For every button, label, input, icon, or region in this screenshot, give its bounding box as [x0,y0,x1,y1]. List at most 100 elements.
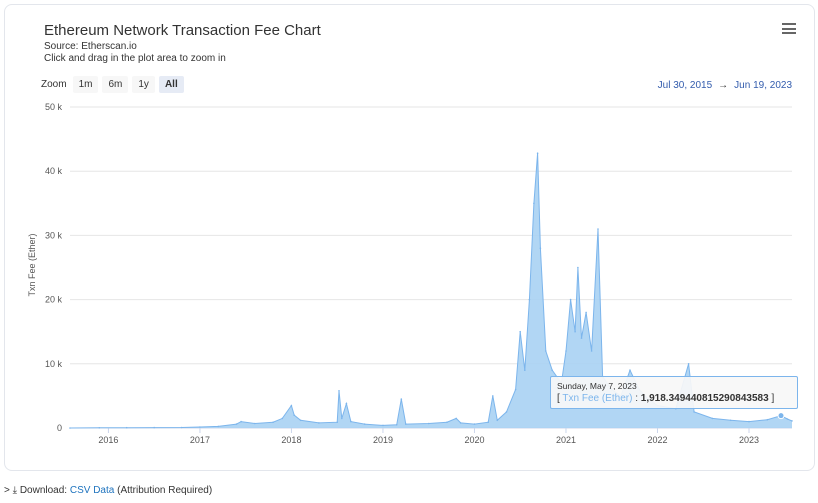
data-point [336,421,339,424]
data-point [446,421,448,424]
hover-point-marker [777,412,785,420]
zoom-label: Zoom [41,79,67,90]
date-range: Jul 30, 2015 → Jun 19, 2023 [658,80,792,91]
range-from-input[interactable]: Jul 30, 2015 [657,80,713,91]
download-prefix: > ⤓ Download: [4,485,68,496]
data-point [240,420,242,423]
data-point [528,298,531,301]
data-point [254,422,256,425]
data-point [536,152,539,154]
data-point [459,422,462,424]
data-point [125,426,128,429]
data-point [565,350,567,352]
data-point [629,369,631,372]
data-point [693,411,695,413]
data-point [290,404,293,407]
data-point [405,423,407,425]
data-point [580,337,583,339]
data-point [533,202,535,205]
data-point [455,417,458,420]
data-point [350,420,352,423]
data-point [545,350,547,352]
data-point [711,417,714,420]
attribution-text: (Attribution Required) [117,485,213,496]
y-tick-label: 0 [57,423,62,433]
data-point [551,369,553,372]
csv-data-link[interactable]: CSV Data [69,485,115,496]
x-tick-label: 2017 [190,435,210,445]
data-point [363,423,366,425]
data-point [729,419,732,422]
tooltip-value: 1,918.349440815290843583 [640,393,769,404]
chart-title: Ethereum Network Transaction Fee Chart [44,22,321,39]
data-point [569,298,572,301]
x-tick-label: 2019 [373,435,393,445]
tooltip-date: Sunday, May 7, 2023 [557,381,637,391]
range-arrow: → [718,80,729,91]
tooltip: Sunday, May 7, 2023 [ Txn Fee (Ether) : … [550,376,798,409]
data-point [281,417,284,420]
zoom-1y-button[interactable]: 1y [132,76,155,93]
data-point [585,311,587,314]
zoom-1m-button[interactable]: 1m [72,76,99,93]
x-tick-label: 2020 [464,435,484,445]
data-point [272,421,274,424]
data-point [577,266,579,269]
data-point [318,422,320,424]
y-tick-label: 10 k [45,359,63,369]
data-point [496,419,499,422]
data-point [519,330,521,333]
y-tick-label: 30 k [45,230,63,240]
data-point [487,421,490,424]
tooltip-close-bracket: ] [771,393,775,404]
data-point [217,425,219,428]
source-text: Source: Etherscan.io [44,41,137,52]
data-point [492,395,494,397]
x-tick-label: 2021 [556,435,576,445]
data-point [199,426,201,428]
data-point [293,414,296,417]
range-to-input[interactable]: Jun 19, 2023 [734,80,792,91]
download-footer: > ⤓ Download: CSV Data (Attribution Requ… [4,485,212,496]
tooltip-series-name: Txn Fee (Ether) [562,393,633,404]
y-tick-label: 20 k [45,295,63,305]
chart-subtitle: Source: Etherscan.io Click and drag in t… [44,41,226,65]
hamburger-menu-icon[interactable] [782,23,796,35]
data-point [338,390,340,392]
zoom-6m-button[interactable]: 6m [102,76,129,93]
y-tick-label: 50 k [45,102,63,112]
y-axis-title: Txn Fee (Ether) [27,233,37,297]
data-point [473,423,476,425]
x-tick-label: 2022 [647,435,667,445]
data-point [395,424,398,426]
tooltip-line: [ Txn Fee (Ether) : 1,918.34944081529084… [557,393,791,404]
data-point [766,418,769,421]
data-point [345,402,348,405]
y-tick-label: 40 k [45,166,63,176]
data-point [69,427,71,429]
data-point [590,350,593,352]
data-point [400,398,403,400]
data-point [235,423,238,425]
zoom-all-button[interactable]: All [158,76,184,93]
zoom-controls: Zoom 1m 6m 1y All [41,76,188,93]
data-point [505,411,508,413]
data-point [574,330,576,333]
tooltip-separator: : [635,393,638,404]
data-point [382,424,384,427]
data-point [791,420,793,422]
tooltip-open-bracket: [ [557,393,560,404]
data-point [514,388,517,391]
x-tick-label: 2016 [98,435,118,445]
zoom-hint-text: Click and drag in the plot area to zoom … [44,53,226,64]
data-point [748,420,750,423]
data-point [153,426,155,429]
data-point [687,363,690,365]
data-point [341,417,343,420]
x-tick-label: 2023 [739,435,759,445]
data-point [597,228,599,230]
x-tick-label: 2018 [281,435,301,445]
data-point [180,426,183,429]
data-point [427,422,430,425]
